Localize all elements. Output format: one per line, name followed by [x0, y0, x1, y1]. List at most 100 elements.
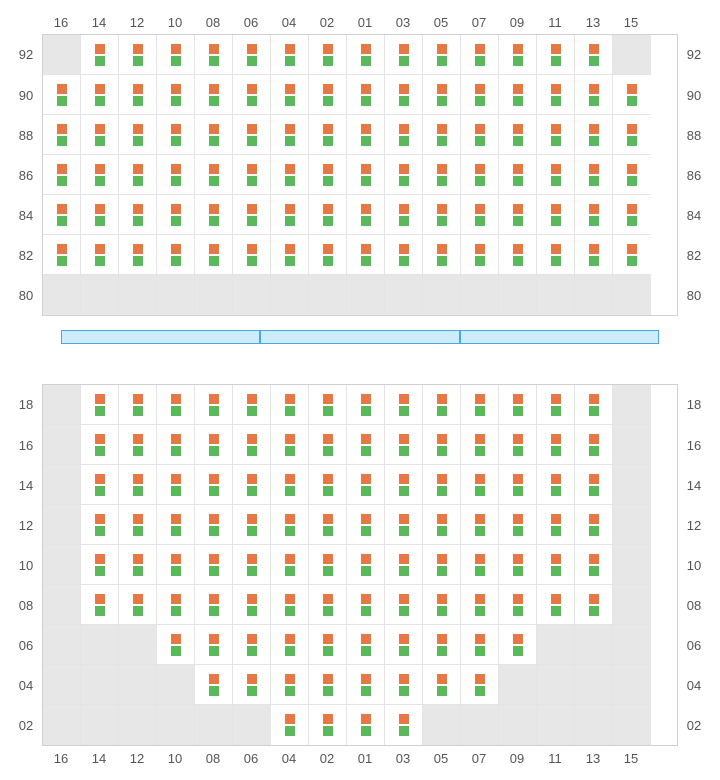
seat-cell[interactable]: [575, 75, 613, 115]
seat-cell[interactable]: [157, 195, 195, 235]
seat-cell[interactable]: [233, 35, 271, 75]
seat-cell[interactable]: [537, 545, 575, 585]
seat-cell[interactable]: [233, 155, 271, 195]
seat-cell[interactable]: [385, 385, 423, 425]
seat-cell[interactable]: [423, 425, 461, 465]
seat-cell[interactable]: [537, 585, 575, 625]
seat-cell[interactable]: [271, 115, 309, 155]
seat-cell[interactable]: [461, 385, 499, 425]
seat-cell[interactable]: [499, 545, 537, 585]
seat-cell[interactable]: [195, 465, 233, 505]
seat-cell[interactable]: [347, 465, 385, 505]
seat-cell[interactable]: [195, 385, 233, 425]
seat-cell[interactable]: [195, 425, 233, 465]
seat-cell[interactable]: [575, 505, 613, 545]
seat-cell[interactable]: [499, 505, 537, 545]
seat-cell[interactable]: [309, 385, 347, 425]
seat-cell[interactable]: [347, 155, 385, 195]
seat-cell[interactable]: [119, 545, 157, 585]
seat-cell[interactable]: [537, 195, 575, 235]
seat-cell[interactable]: [157, 625, 195, 665]
seat-cell[interactable]: [537, 75, 575, 115]
seat-cell[interactable]: [461, 625, 499, 665]
seat-cell[interactable]: [271, 625, 309, 665]
seat-cell[interactable]: [575, 195, 613, 235]
seat-cell[interactable]: [423, 625, 461, 665]
seat-cell[interactable]: [613, 235, 651, 275]
seat-cell[interactable]: [347, 35, 385, 75]
seat-cell[interactable]: [309, 465, 347, 505]
seat-cell[interactable]: [461, 505, 499, 545]
seat-cell[interactable]: [81, 115, 119, 155]
seat-cell[interactable]: [423, 665, 461, 705]
seat-cell[interactable]: [157, 155, 195, 195]
seat-cell[interactable]: [537, 425, 575, 465]
seat-cell[interactable]: [499, 425, 537, 465]
seat-cell[interactable]: [81, 195, 119, 235]
seat-cell[interactable]: [157, 115, 195, 155]
seat-cell[interactable]: [43, 235, 81, 275]
seat-cell[interactable]: [81, 385, 119, 425]
seat-cell[interactable]: [309, 195, 347, 235]
seat-cell[interactable]: [385, 505, 423, 545]
seat-cell[interactable]: [271, 235, 309, 275]
seat-cell[interactable]: [195, 665, 233, 705]
seat-cell[interactable]: [309, 155, 347, 195]
seat-cell[interactable]: [575, 115, 613, 155]
seat-cell[interactable]: [423, 505, 461, 545]
seat-cell[interactable]: [233, 465, 271, 505]
seat-cell[interactable]: [385, 35, 423, 75]
seat-cell[interactable]: [385, 585, 423, 625]
seat-cell[interactable]: [385, 625, 423, 665]
seat-cell[interactable]: [423, 235, 461, 275]
seat-cell[interactable]: [271, 665, 309, 705]
seat-cell[interactable]: [575, 385, 613, 425]
seat-cell[interactable]: [81, 425, 119, 465]
seat-cell[interactable]: [461, 585, 499, 625]
seat-cell[interactable]: [461, 75, 499, 115]
seat-cell[interactable]: [499, 155, 537, 195]
seat-cell[interactable]: [157, 425, 195, 465]
seat-cell[interactable]: [157, 35, 195, 75]
seat-cell[interactable]: [347, 385, 385, 425]
seat-cell[interactable]: [233, 585, 271, 625]
seat-cell[interactable]: [195, 585, 233, 625]
seat-cell[interactable]: [537, 505, 575, 545]
seat-cell[interactable]: [575, 35, 613, 75]
seat-cell[interactable]: [613, 155, 651, 195]
seat-cell[interactable]: [461, 465, 499, 505]
seat-cell[interactable]: [233, 665, 271, 705]
seat-cell[interactable]: [81, 75, 119, 115]
seat-cell[interactable]: [119, 385, 157, 425]
seat-cell[interactable]: [385, 425, 423, 465]
seat-cell[interactable]: [461, 425, 499, 465]
seat-cell[interactable]: [233, 625, 271, 665]
seat-cell[interactable]: [499, 35, 537, 75]
seat-cell[interactable]: [347, 625, 385, 665]
seat-cell[interactable]: [119, 75, 157, 115]
seat-cell[interactable]: [119, 465, 157, 505]
seat-cell[interactable]: [157, 235, 195, 275]
seat-cell[interactable]: [613, 195, 651, 235]
seat-cell[interactable]: [309, 235, 347, 275]
seat-cell[interactable]: [499, 235, 537, 275]
seat-cell[interactable]: [347, 665, 385, 705]
seat-cell[interactable]: [575, 235, 613, 275]
seat-cell[interactable]: [575, 425, 613, 465]
seat-cell[interactable]: [309, 705, 347, 745]
seat-cell[interactable]: [119, 505, 157, 545]
seat-cell[interactable]: [423, 75, 461, 115]
seat-cell[interactable]: [233, 235, 271, 275]
seat-cell[interactable]: [195, 195, 233, 235]
seat-cell[interactable]: [119, 155, 157, 195]
seat-cell[interactable]: [119, 195, 157, 235]
seat-cell[interactable]: [537, 465, 575, 505]
seat-cell[interactable]: [461, 235, 499, 275]
seat-cell[interactable]: [423, 195, 461, 235]
seat-cell[interactable]: [43, 155, 81, 195]
seat-cell[interactable]: [347, 585, 385, 625]
seat-cell[interactable]: [271, 465, 309, 505]
seat-cell[interactable]: [233, 115, 271, 155]
seat-cell[interactable]: [271, 385, 309, 425]
seat-cell[interactable]: [537, 155, 575, 195]
